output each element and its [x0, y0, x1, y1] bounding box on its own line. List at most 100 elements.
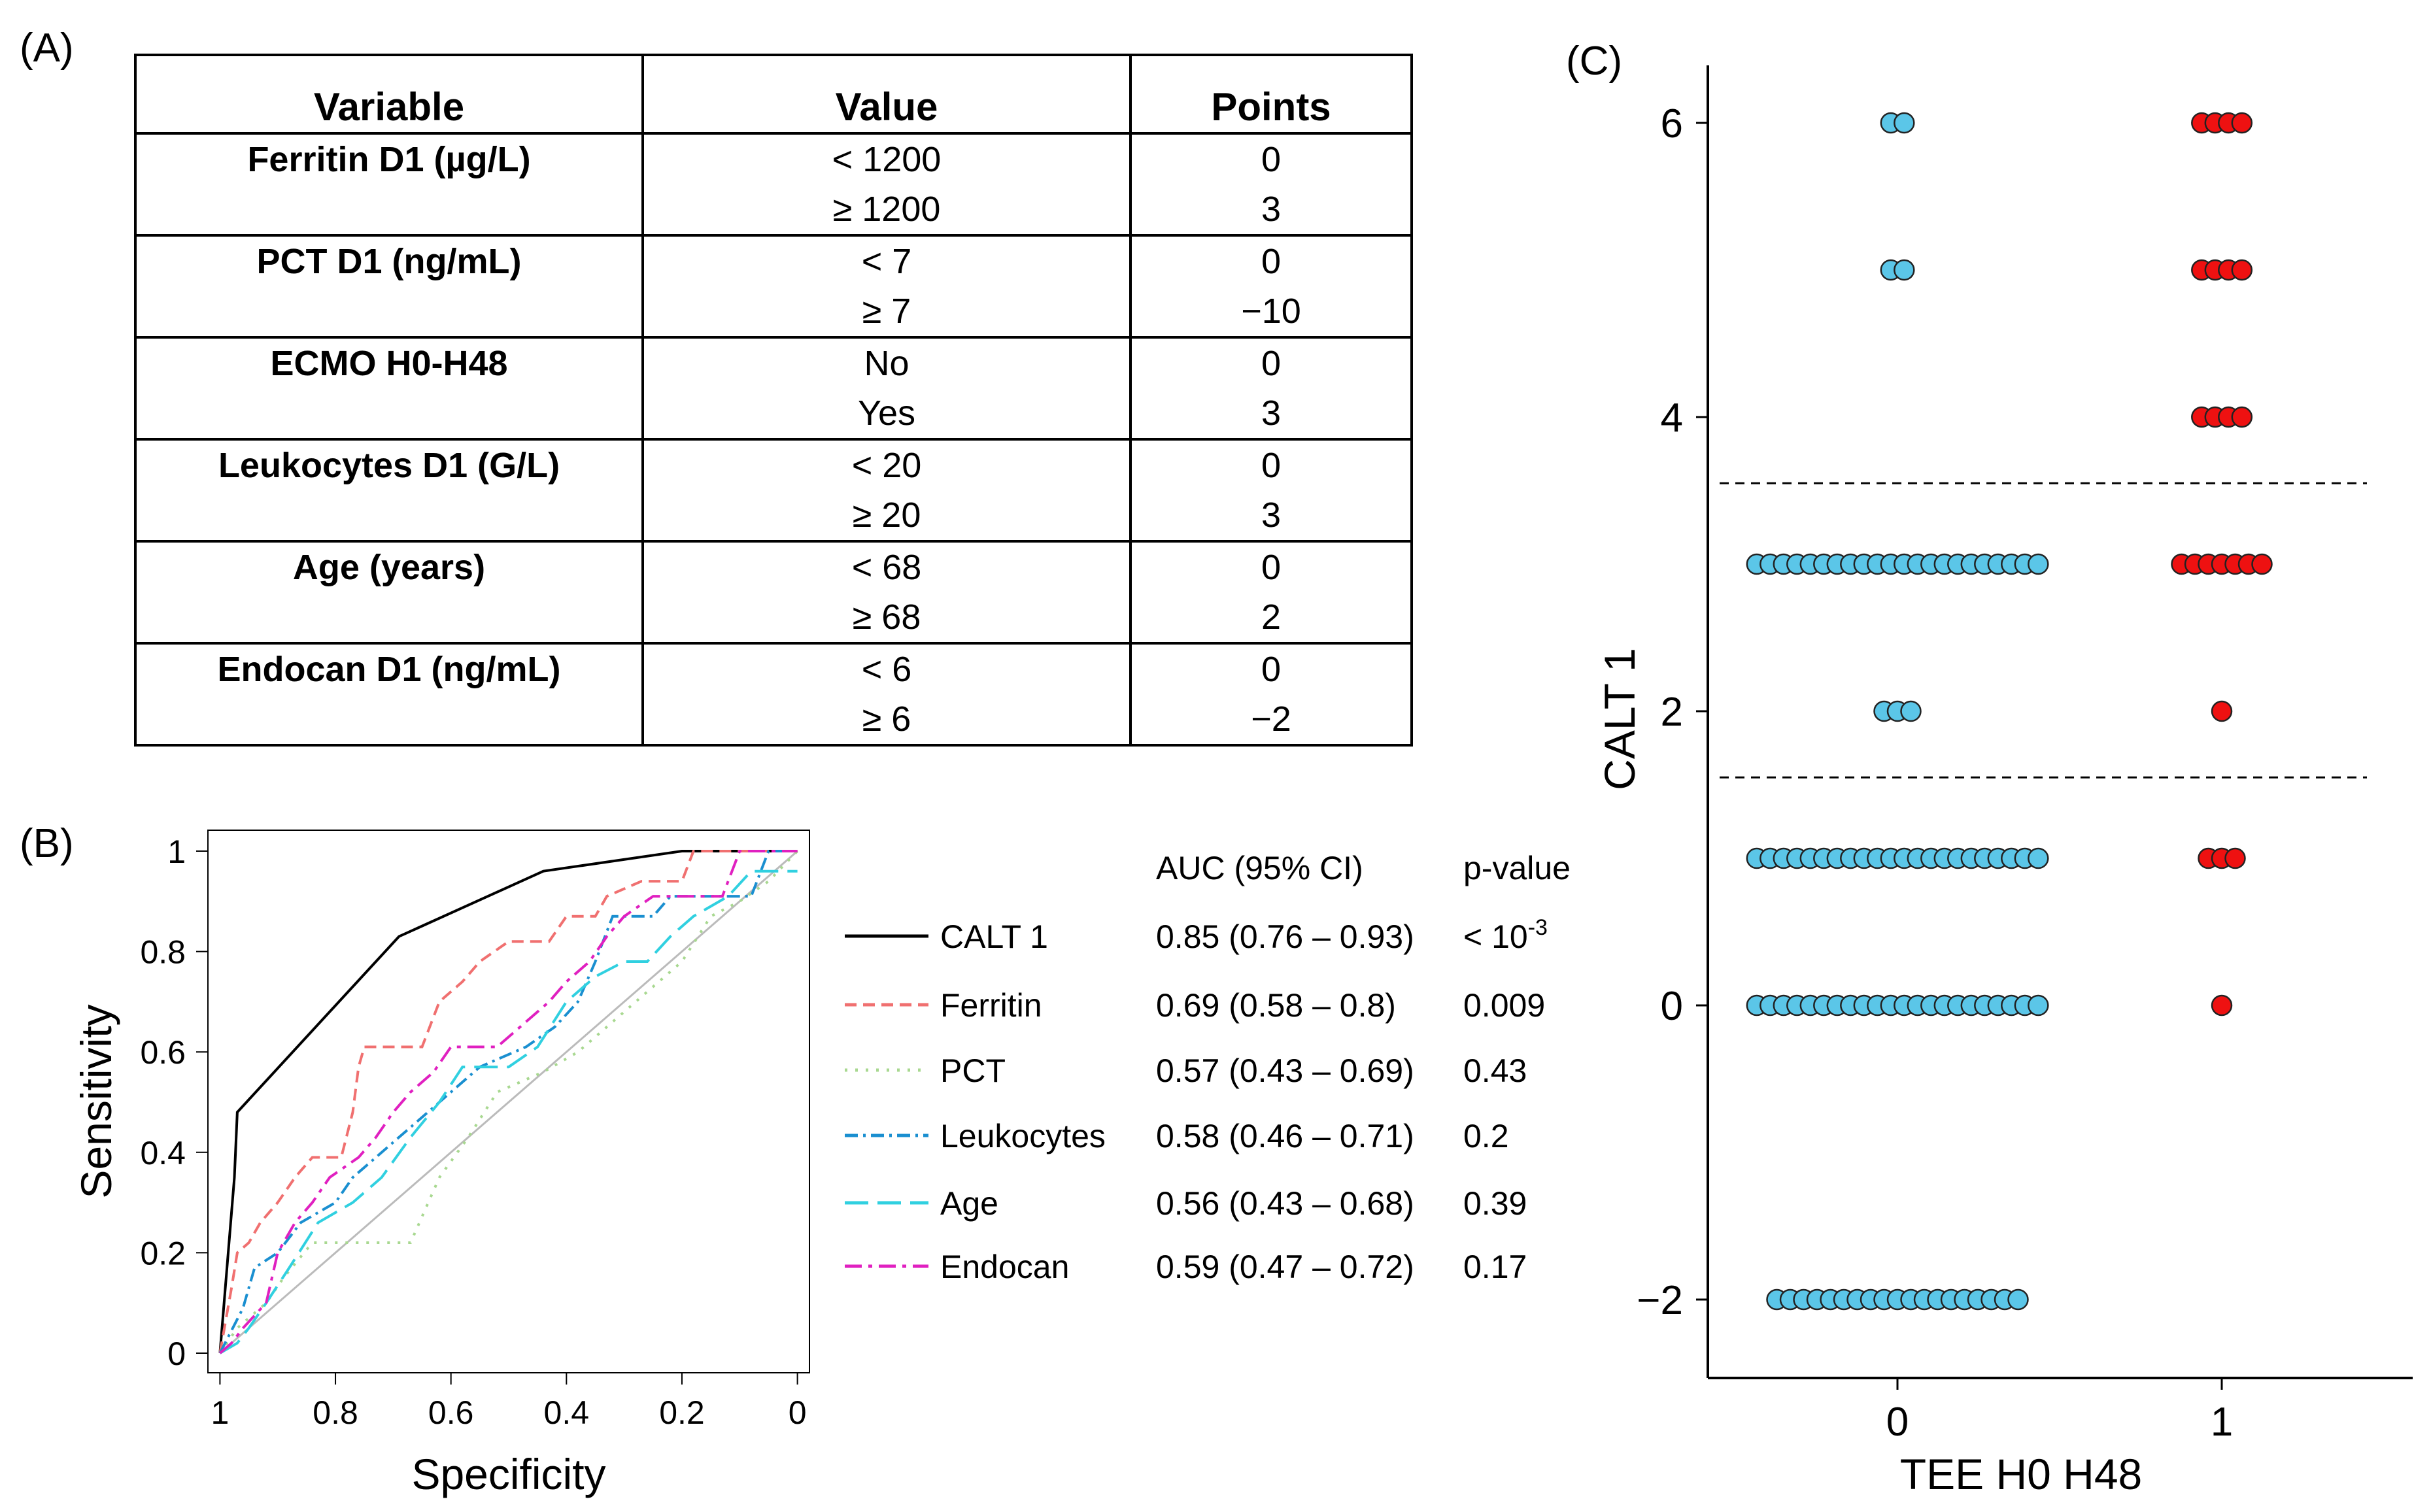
- variable-cell: Age (years): [134, 541, 644, 643]
- legend-label-calt-1: CALT 1: [940, 918, 1048, 955]
- table-row: PCT D1 (ng/mL) < 7 0: [134, 235, 1413, 337]
- legend-pvalue-ferritin: 0.009: [1463, 987, 1545, 1024]
- table-row: ≥ 6 −2: [135, 694, 1413, 745]
- table-row: Yes 3: [135, 388, 1413, 439]
- roc-x-tick-label: 0.8: [313, 1394, 358, 1431]
- header-variable: Variable: [134, 54, 644, 135]
- legend-label-endocan: Endocan: [940, 1249, 1069, 1285]
- points-cell: 0: [1129, 643, 1413, 694]
- value-cell: ≥ 1200: [641, 184, 1132, 235]
- legend-pvalue-leukocytes: 0.2: [1463, 1118, 1509, 1154]
- table-header-row: Variable Value Points: [134, 54, 1413, 135]
- header-value: Value: [641, 54, 1132, 135]
- dot-y-axis-title: CALT 1: [1595, 648, 1644, 790]
- dot-point-group-1: [2224, 847, 2246, 869]
- roc-curve-pct: [218, 850, 799, 1354]
- points-cell: −2: [1129, 694, 1413, 745]
- dot-y-tick-label: 2: [1661, 690, 1683, 735]
- roc-curve-ferritin: [218, 850, 798, 1354]
- dot-point-group-0: [1894, 112, 1915, 134]
- dot-point-group-1: [2211, 994, 2233, 1016]
- points-cell: 0: [1129, 133, 1413, 184]
- dot-point-group-0: [1900, 700, 1922, 722]
- table-group-endocan: Endocan D1 (ng/mL) < 6 0 ≥ 6 −2: [134, 643, 1413, 745]
- table-group-age: Age (years) < 68 0 ≥ 68 2: [134, 541, 1413, 643]
- value-cell: ≥ 6: [641, 694, 1132, 745]
- roc-y-tick-label: 0: [167, 1336, 186, 1372]
- legend-pvalue-endocan: 0.17: [1463, 1249, 1527, 1285]
- dot-x-tick-label: 0: [1886, 1400, 1909, 1445]
- legend-auc-endocan: 0.59 (0.47 – 0.72): [1156, 1249, 1414, 1285]
- legend-pvalue-age: 0.39: [1463, 1185, 1527, 1222]
- dot-point-group-1: [2251, 553, 2273, 575]
- dot-y-tick-label: 4: [1661, 395, 1683, 441]
- legend-pvalue-calt-1: < 10-3: [1463, 915, 1548, 955]
- dot-point-group-0: [2028, 847, 2049, 869]
- dot-x-axis-title: TEE H0 H48: [1900, 1450, 2142, 1498]
- roc-y-tick-label: 0.6: [140, 1034, 186, 1071]
- table-group-pct: PCT D1 (ng/mL) < 7 0 ≥ 7 −10: [134, 235, 1413, 337]
- value-cell: ≥ 68: [641, 592, 1132, 643]
- roc-x-tick-label: 0.2: [659, 1394, 705, 1431]
- roc-chart: 1 0.8 0.6 0.4 0.2 0 0 0.2 0.4 0.6 0.8 1 Specificity S…: [72, 830, 1571, 1498]
- roc-x-axis-title: Specificity: [411, 1450, 605, 1498]
- variable-cell: Endocan D1 (ng/mL): [134, 643, 644, 745]
- dot-point-group-0: [1894, 259, 1915, 281]
- legend-auc-age: 0.56 (0.43 – 0.68): [1156, 1185, 1414, 1222]
- points-cell: 2: [1129, 592, 1413, 643]
- roc-plot-frame: [207, 830, 810, 1373]
- panel-b-label: (B): [20, 821, 74, 866]
- dot-y-tick-label: −2: [1637, 1278, 1683, 1323]
- roc-y-tick-label: 1: [167, 833, 186, 870]
- table-group-ferritin: Ferritin D1 (µg/L) < 1200 0 ≥ 1200 3: [134, 133, 1413, 235]
- legend-auc-pct: 0.57 (0.43 – 0.69): [1156, 1052, 1414, 1089]
- legend-label-pct: PCT: [940, 1052, 1006, 1089]
- legend-label-ferritin: Ferritin: [940, 987, 1042, 1024]
- roc-y-axis-title: Sensitivity: [72, 1004, 120, 1198]
- table-row: ≥ 7 −10: [135, 286, 1413, 337]
- table-row: Age (years) < 68 0: [134, 541, 1413, 643]
- roc-diagonal: [219, 850, 798, 1354]
- table-row: Endocan D1 (ng/mL) < 6 0: [134, 643, 1413, 745]
- value-cell: < 20: [641, 439, 1132, 490]
- value-cell: No: [641, 337, 1132, 388]
- value-cell: < 68: [641, 541, 1132, 592]
- roc-x-tick-label: 0: [789, 1394, 807, 1431]
- legend-auc-calt-1: 0.85 (0.76 – 0.93): [1156, 918, 1414, 955]
- points-cell: 3: [1129, 490, 1413, 541]
- dot-x-tick-label: 1: [2211, 1400, 2233, 1445]
- table-row: ECMO H0-H48 No 0: [134, 337, 1413, 439]
- value-cell: Yes: [641, 388, 1132, 439]
- table-group-leukocytes: Leukocytes D1 (G/L) < 20 0 ≥ 20 3: [134, 439, 1413, 541]
- points-cell: 0: [1129, 235, 1413, 286]
- legend-label-leukocytes: Leukocytes: [940, 1118, 1106, 1154]
- value-cell: < 7: [641, 235, 1132, 286]
- points-cell: −10: [1129, 286, 1413, 337]
- dot-y-tick-label: 0: [1661, 984, 1683, 1029]
- dot-point-group-0: [2007, 1288, 2029, 1311]
- roc-y-tick-label: 0.4: [140, 1135, 186, 1171]
- legend-pvalue-pct: 0.43: [1463, 1052, 1527, 1089]
- dot-y-tick-label: 6: [1661, 101, 1683, 146]
- panel-c-label: (C): [1566, 39, 1623, 84]
- roc-y-tick-label: 0.8: [140, 934, 186, 971]
- points-cell: 3: [1129, 184, 1413, 235]
- dot-point-group-0: [2028, 553, 2049, 575]
- table-row: ≥ 68 2: [135, 592, 1413, 643]
- header-points: Points: [1129, 54, 1413, 135]
- legend-header-pvalue: p-value: [1463, 850, 1571, 886]
- panel-a-label: (A): [20, 25, 74, 71]
- points-cell: 0: [1129, 541, 1413, 592]
- table-row: Ferritin D1 (µg/L) < 1200 0: [134, 133, 1413, 235]
- legend-auc-ferritin: 0.69 (0.58 – 0.8): [1156, 987, 1396, 1024]
- variable-cell: Leukocytes D1 (G/L): [134, 439, 644, 541]
- variable-cell: Ferritin D1 (µg/L): [134, 133, 644, 235]
- roc-curve-age: [219, 869, 798, 1354]
- table-row: Leukocytes D1 (G/L) < 20 0: [134, 439, 1413, 541]
- value-cell: < 1200: [641, 133, 1132, 184]
- value-cell: < 6: [641, 643, 1132, 694]
- roc-curve-endocan: [219, 850, 798, 1354]
- points-cell: 3: [1129, 388, 1413, 439]
- dot-point-group-1: [2231, 406, 2253, 428]
